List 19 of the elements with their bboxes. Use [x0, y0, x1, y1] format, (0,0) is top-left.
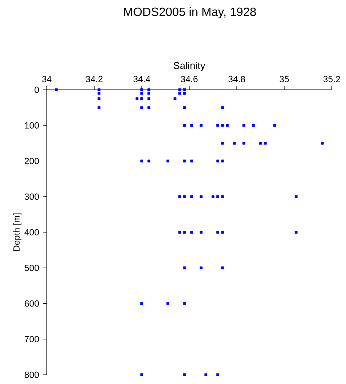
y-tick-label: 300	[24, 194, 40, 200]
x-tick-label: 34.6	[181, 76, 198, 82]
y-tick-label: 600	[24, 300, 40, 307]
chart-title: MODS2005 in May, 1928	[124, 8, 256, 19]
y-tick-label: 500	[24, 264, 40, 272]
y-tick-label: 700	[24, 336, 40, 343]
y-tick-label: 0	[34, 86, 40, 94]
y-tick-label: 200	[24, 158, 40, 164]
y-tick-label: 800	[24, 372, 40, 378]
x-tick-label: 34.2	[86, 76, 103, 82]
x-tick-label: 34.8	[228, 76, 246, 82]
y-axis-title: Depth [m]	[13, 214, 22, 252]
x-tick-label: 35.2	[324, 76, 340, 82]
y-tick-label: 400	[24, 229, 40, 236]
x-tick-label: 34.4	[134, 76, 150, 82]
x-axis-title: Salinity	[174, 62, 206, 72]
y-tick-label: 100	[25, 122, 40, 129]
x-tick-label: 35	[280, 76, 290, 82]
x-tick-label: 34	[42, 76, 52, 82]
